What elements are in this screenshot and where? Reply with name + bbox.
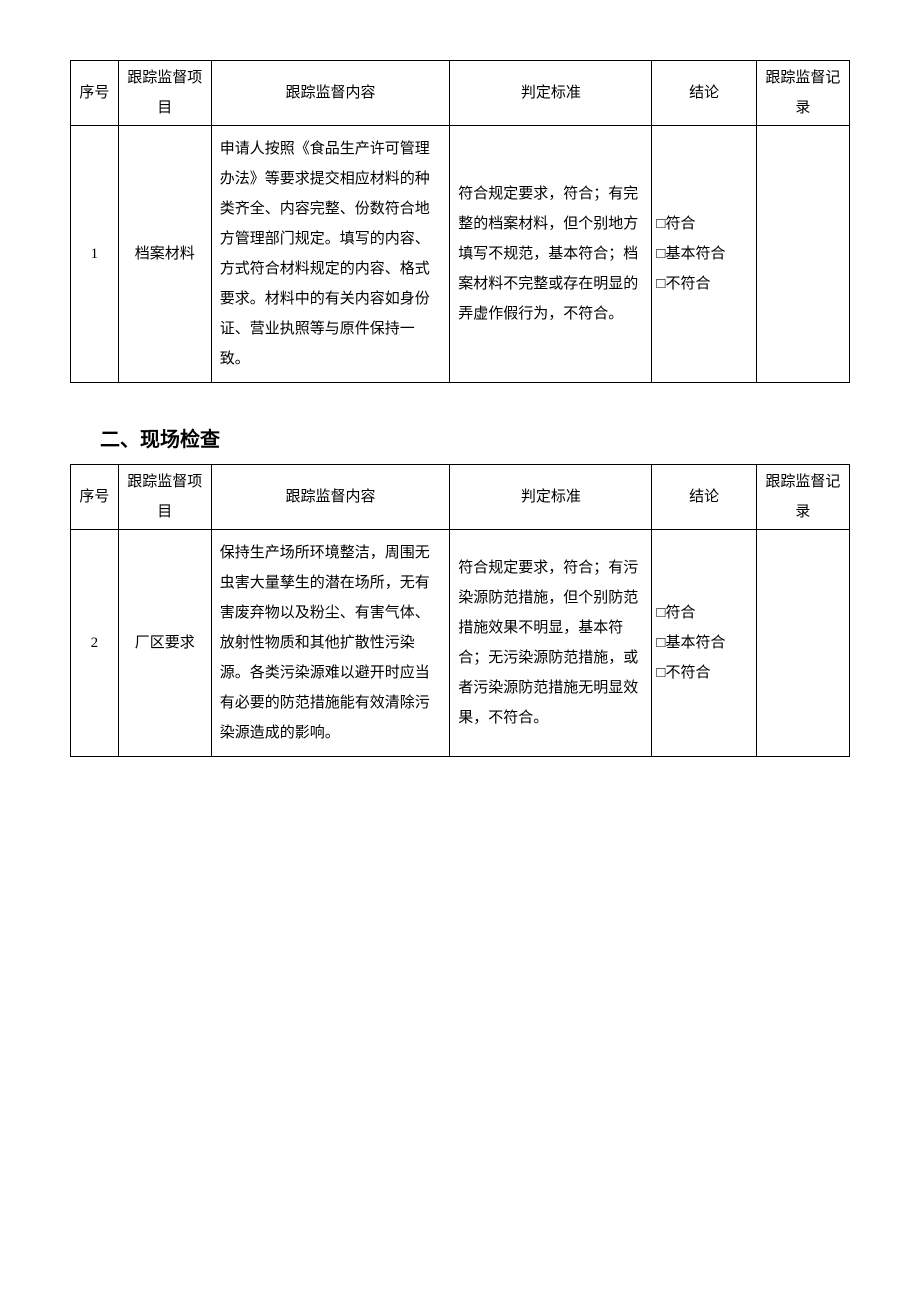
- section-heading-2: 二、现场检查: [100, 423, 850, 452]
- header-proj: 跟踪监督项目: [118, 61, 211, 126]
- cell-criteria: 符合规定要求，符合；有污染源防范措施，但个别防范措施效果不明显，基本符合；无污染…: [450, 530, 652, 757]
- cell-criteria: 符合规定要求，符合；有完整的档案材料，但个别地方填写不规范，基本符合；档案材料不…: [450, 126, 652, 383]
- table-header-row: 序号 跟踪监督项目 跟踪监督内容 判定标准 结论 跟踪监督记录: [71, 61, 850, 126]
- cell-result: □符合 □基本符合 □不符合: [652, 530, 756, 757]
- result-option-1: □符合: [656, 209, 751, 239]
- table-one: 序号 跟踪监督项目 跟踪监督内容 判定标准 结论 跟踪监督记录 1 档案材料 申…: [70, 60, 850, 383]
- result-option-1: □符合: [656, 598, 751, 628]
- table-header-row: 序号 跟踪监督项目 跟踪监督内容 判定标准 结论 跟踪监督记录: [71, 465, 850, 530]
- cell-result: □符合 □基本符合 □不符合: [652, 126, 756, 383]
- header-content: 跟踪监督内容: [211, 61, 449, 126]
- cell-proj: 厂区要求: [118, 530, 211, 757]
- header-criteria: 判定标准: [450, 61, 652, 126]
- header-seq: 序号: [71, 61, 119, 126]
- cell-proj: 档案材料: [118, 126, 211, 383]
- table-two: 序号 跟踪监督项目 跟踪监督内容 判定标准 结论 跟踪监督记录 2 厂区要求 保…: [70, 464, 850, 757]
- cell-seq: 1: [71, 126, 119, 383]
- result-option-3: □不符合: [656, 269, 751, 299]
- header-proj: 跟踪监督项目: [118, 465, 211, 530]
- cell-record: [756, 530, 849, 757]
- header-record: 跟踪监督记录: [756, 465, 849, 530]
- cell-content: 申请人按照《食品生产许可管理办法》等要求提交相应材料的种类齐全、内容完整、份数符…: [211, 126, 449, 383]
- header-result: 结论: [652, 465, 756, 530]
- result-option-2: □基本符合: [656, 628, 751, 658]
- table-row: 1 档案材料 申请人按照《食品生产许可管理办法》等要求提交相应材料的种类齐全、内…: [71, 126, 850, 383]
- header-content: 跟踪监督内容: [211, 465, 449, 530]
- header-result: 结论: [652, 61, 756, 126]
- result-option-2: □基本符合: [656, 239, 751, 269]
- header-seq: 序号: [71, 465, 119, 530]
- table-row: 2 厂区要求 保持生产场所环境整洁，周围无虫害大量孳生的潜在场所，无有害废弃物以…: [71, 530, 850, 757]
- result-option-3: □不符合: [656, 658, 751, 688]
- cell-content: 保持生产场所环境整洁，周围无虫害大量孳生的潜在场所，无有害废弃物以及粉尘、有害气…: [211, 530, 449, 757]
- header-criteria: 判定标准: [450, 465, 652, 530]
- cell-seq: 2: [71, 530, 119, 757]
- header-record: 跟踪监督记录: [756, 61, 849, 126]
- cell-record: [756, 126, 849, 383]
